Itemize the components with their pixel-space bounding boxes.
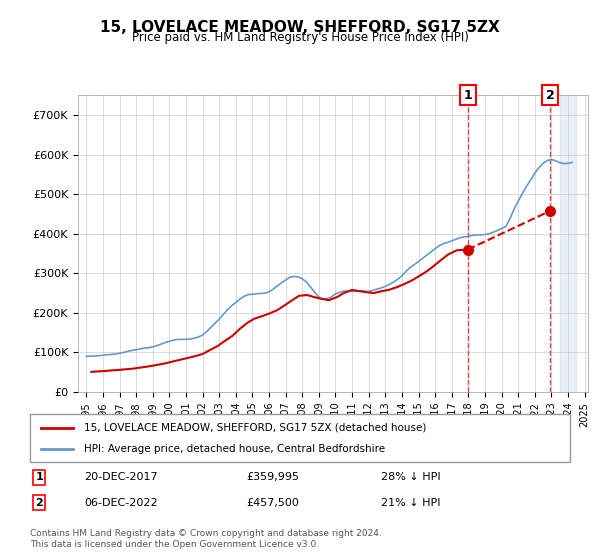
Text: 20-DEC-2017: 20-DEC-2017: [84, 473, 158, 482]
Text: 21% ↓ HPI: 21% ↓ HPI: [381, 498, 440, 507]
Text: 2: 2: [35, 498, 43, 507]
Text: 28% ↓ HPI: 28% ↓ HPI: [381, 473, 440, 482]
FancyBboxPatch shape: [30, 414, 570, 462]
Bar: [560, 95, 577, 392]
Text: 15, LOVELACE MEADOW, SHEFFORD, SG17 5ZX: 15, LOVELACE MEADOW, SHEFFORD, SG17 5ZX: [100, 20, 500, 35]
Text: This data is licensed under the Open Government Licence v3.0.: This data is licensed under the Open Gov…: [30, 540, 319, 549]
Text: 2: 2: [546, 88, 554, 102]
Text: £359,995: £359,995: [246, 473, 299, 482]
Text: HPI: Average price, detached house, Central Bedfordshire: HPI: Average price, detached house, Cent…: [84, 444, 385, 454]
Text: 1: 1: [463, 88, 472, 102]
Text: 1: 1: [35, 473, 43, 482]
Text: £457,500: £457,500: [246, 498, 299, 507]
Text: 15, LOVELACE MEADOW, SHEFFORD, SG17 5ZX (detached house): 15, LOVELACE MEADOW, SHEFFORD, SG17 5ZX …: [84, 423, 427, 433]
Text: 06-DEC-2022: 06-DEC-2022: [84, 498, 158, 507]
Text: Price paid vs. HM Land Registry's House Price Index (HPI): Price paid vs. HM Land Registry's House …: [131, 31, 469, 44]
Text: Contains HM Land Registry data © Crown copyright and database right 2024.: Contains HM Land Registry data © Crown c…: [30, 529, 382, 538]
